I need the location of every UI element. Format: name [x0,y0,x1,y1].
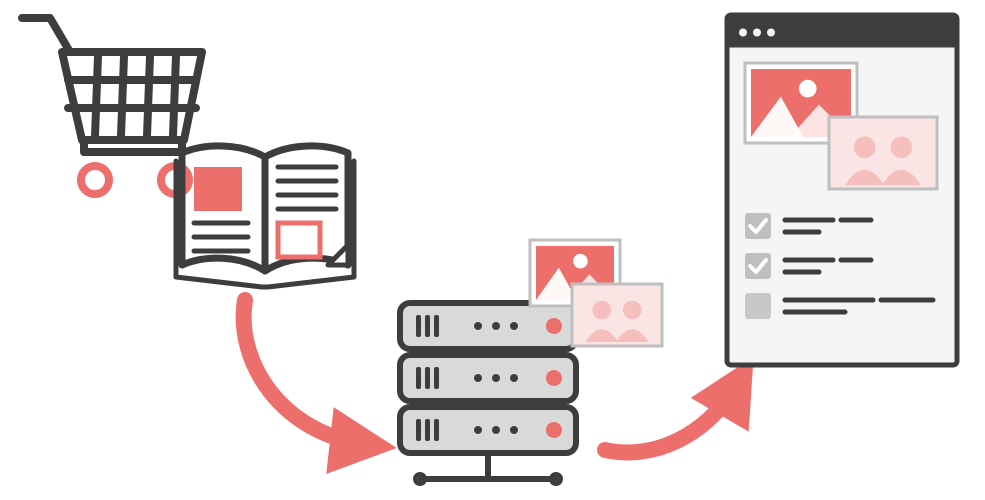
arrow-server-to-browser [605,380,740,452]
open-book-icon [176,146,354,287]
browser-window-icon [727,15,957,365]
server-stack-icon [400,303,576,484]
arrow-catalog-to-server [244,300,370,445]
diagram-canvas [0,0,985,500]
